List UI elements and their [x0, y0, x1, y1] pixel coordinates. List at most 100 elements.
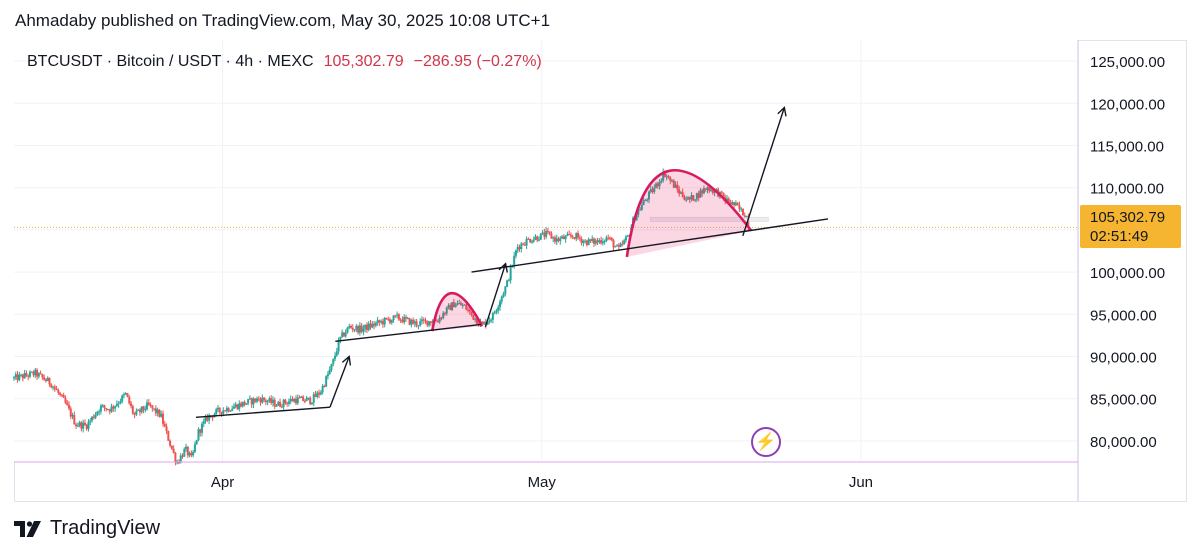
candle-body [392, 315, 395, 321]
candle-body [734, 202, 737, 206]
candle-body [59, 393, 62, 395]
candle-body [238, 403, 241, 410]
candle-body [564, 235, 567, 240]
candle-body [27, 375, 30, 377]
candle-body [596, 240, 599, 243]
candle-body [569, 234, 572, 237]
arrow-head [341, 355, 352, 366]
symbol-info: BTCUSDT · Bitcoin / USDT · 4h · MEXC [27, 53, 314, 70]
candle-body [73, 414, 76, 425]
candle-body [131, 406, 134, 414]
candle-body [156, 409, 159, 414]
candle-body [124, 393, 127, 395]
candle-body [566, 234, 569, 236]
tradingview-logo: TradingView [14, 517, 160, 540]
candle-body [589, 239, 592, 241]
candle-body [374, 322, 377, 326]
candle-body [275, 405, 278, 407]
candle-body [197, 429, 200, 441]
candle-body [364, 324, 367, 329]
candle-body [325, 376, 328, 387]
time-tick-label: Jun [849, 474, 873, 491]
candle-body [729, 202, 732, 205]
lightning-icon[interactable]: ⚡ [751, 427, 781, 457]
legend-change: −286.95 (−0.27%) [413, 53, 542, 70]
candle-body [694, 199, 697, 201]
candle-body [486, 322, 489, 326]
candle-body [463, 304, 466, 306]
candle-body [470, 311, 473, 315]
candle-body [417, 325, 420, 327]
candle-body [174, 452, 177, 463]
candle-body [651, 189, 654, 192]
symbol-legend[interactable]: BTCUSDT · Bitcoin / USDT · 4h · MEXC 105,… [27, 53, 542, 71]
candle-body [399, 319, 402, 321]
candle-body [64, 397, 67, 403]
candle-body [578, 237, 581, 239]
candle-body [252, 398, 255, 405]
candle-body [94, 414, 97, 418]
candle-body [667, 176, 670, 178]
candle-body [192, 451, 195, 456]
candle-body [502, 293, 505, 297]
candle-body [247, 399, 250, 404]
candle-body [743, 215, 746, 219]
candle-body [610, 237, 613, 241]
candle-body [295, 398, 298, 404]
candle-body [608, 237, 611, 239]
candle-body [176, 462, 179, 464]
candle-body [397, 314, 400, 320]
candle-body [445, 307, 448, 314]
candle-body [733, 202, 736, 206]
candle-body [422, 319, 425, 321]
candle-body [662, 171, 665, 181]
candle-body [151, 405, 154, 409]
candle-body [710, 189, 713, 192]
candle-body [170, 445, 173, 449]
candle-body [108, 409, 111, 412]
candle-body [225, 408, 228, 412]
candle-body [273, 399, 276, 407]
candle-body [621, 243, 624, 245]
candle-body [353, 329, 356, 331]
candle-body [43, 377, 46, 380]
candle-body [351, 327, 354, 330]
candle-body [381, 321, 384, 325]
candle-body [234, 404, 237, 407]
plot-area [14, 40, 1078, 462]
arrow-shaft [742, 107, 786, 237]
candle-body [98, 411, 101, 413]
candle-body [671, 180, 674, 182]
candle-body [498, 301, 501, 308]
candle-body [715, 189, 718, 191]
candle-body [390, 320, 393, 323]
cup-arc [625, 169, 753, 258]
candle-body [555, 238, 558, 242]
candle-body [337, 339, 340, 352]
candle-body [585, 240, 588, 246]
candle-body [676, 184, 679, 190]
candle-body [277, 401, 280, 406]
candle-body [646, 199, 649, 201]
candle-body [708, 187, 711, 192]
candle-body [550, 233, 553, 239]
candle-body [637, 210, 640, 215]
candle-body [115, 404, 118, 407]
trendline [471, 218, 829, 273]
candle-body [467, 309, 470, 311]
candle-body [380, 321, 383, 323]
candle-body [649, 189, 652, 192]
candle-body [114, 406, 117, 409]
candle-body [16, 374, 19, 381]
candle-body [318, 392, 321, 395]
candle-body [617, 245, 620, 247]
candle-body [110, 406, 113, 412]
candle-body [312, 394, 315, 403]
candle-body [346, 327, 349, 333]
candle-body [46, 377, 49, 382]
last-price-value: 105,302.79 [1090, 209, 1166, 226]
time-tick-label: May [528, 474, 557, 491]
candle-body [516, 246, 519, 251]
candle-body [146, 402, 149, 410]
